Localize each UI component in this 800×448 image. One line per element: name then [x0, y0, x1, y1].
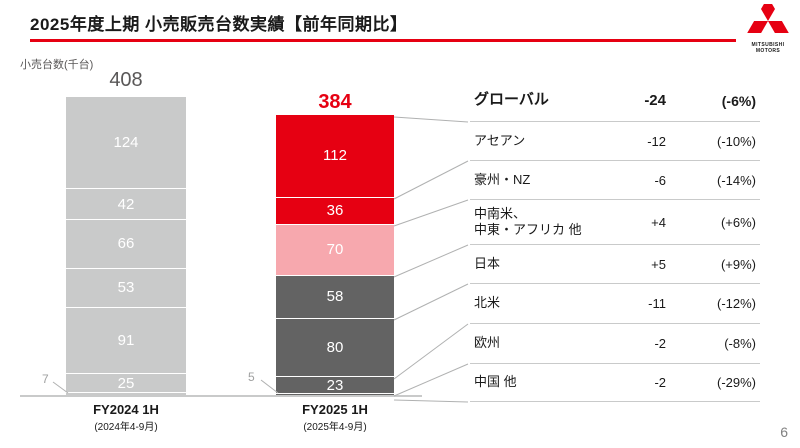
segment-label-china-fy2024: 7 [42, 372, 49, 386]
page-number: 6 [780, 424, 788, 440]
bar-segment: 23 [276, 376, 394, 394]
bar-segment: 124 [66, 97, 186, 189]
bar-segment: 70 [276, 223, 394, 275]
region-label: 中国 他 [474, 374, 517, 390]
bar-segment-value: 70 [326, 241, 344, 259]
pct-value: (-12%) [716, 296, 756, 311]
region-label: 豪州・NZ [474, 171, 531, 187]
pct-value: (+6%) [720, 214, 756, 230]
bar-segment-value: 53 [117, 279, 135, 297]
bar-segment: 112 [276, 114, 394, 198]
bar-segment: 91 [66, 306, 186, 374]
delta-value: -24 [644, 92, 666, 109]
bar-segment-value: 36 [326, 202, 344, 220]
delta-value: -12 [647, 133, 666, 149]
bar-segment [66, 391, 186, 397]
bar-segment-value: 23 [326, 376, 344, 394]
pct-value: (-6%) [721, 92, 756, 109]
bar-segment-value: 58 [326, 288, 344, 306]
delta-value: -11 [648, 296, 666, 311]
bar-segment-value: 42 [117, 195, 135, 213]
bar-segment: 58 [276, 274, 394, 318]
connector-line [393, 323, 469, 380]
category-fy2024: FY2024 1H (2024年4-9月) [46, 402, 206, 433]
delta-value: +4 [651, 214, 666, 230]
table-row-latam-mea: 中南米、 中東・アフリカ 他 +4 (+6%) [470, 200, 760, 245]
delta-value: -6 [654, 172, 666, 188]
segment-label-china-fy2025: 5 [248, 370, 255, 384]
table-row-japan: 日本 +5 (+9%) [470, 245, 760, 284]
logo-text: MITSUBISHI MOTORS [751, 42, 785, 54]
pct-value: (-14%) [716, 172, 756, 188]
bar-segment: 53 [66, 267, 186, 307]
unit-label: 小売台数(千台) [20, 59, 94, 71]
table-row-north-america: 北米 -11 (-12%) [470, 284, 760, 324]
region-label: 中南米、 中東・アフリカ 他 [474, 205, 582, 237]
bar-segment-value: 112 [323, 147, 347, 165]
connector-line [393, 116, 469, 123]
bar-segment-value: 124 [113, 134, 139, 152]
table-row-europe: 欧州 -2 (-8%) [470, 324, 760, 364]
bar-segment: 42 [66, 188, 186, 220]
bar-segment-value: 25 [117, 374, 135, 392]
category-label: FY2025 1H [302, 402, 368, 417]
region-label: 日本 [474, 255, 501, 271]
region-label: アセアン [474, 132, 526, 148]
pct-value: (+9%) [720, 256, 756, 272]
total-fy2024: 408 [109, 69, 143, 91]
delta-value: -2 [654, 336, 666, 351]
pct-value: (-29%) [716, 375, 756, 390]
region-label: グローバル [474, 91, 549, 109]
category-fy2025: FY2025 1H (2025年4-9月) [255, 402, 415, 433]
title-underline [30, 39, 736, 42]
bar-segment: 36 [276, 197, 394, 224]
delta-value: +5 [651, 256, 666, 272]
connector-line [393, 199, 469, 227]
connector-line [393, 160, 469, 200]
delta-value: -2 [654, 375, 666, 390]
bar-segment: 66 [66, 219, 186, 268]
bar-fy2025: 112 36 70 58 80 23 [276, 114, 394, 397]
connector-line [393, 244, 469, 278]
pct-value: (-10%) [716, 133, 756, 149]
bar-segment-value: 91 [117, 332, 135, 350]
table-row-global: グローバル -24 (-6%) [470, 80, 760, 122]
category-sublabel: (2024年4-9月) [94, 422, 158, 433]
category-label: FY2024 1H [93, 402, 159, 417]
connector-line [393, 283, 469, 321]
bar-segment-value: 80 [326, 339, 344, 357]
table-row-australia-nz: 豪州・NZ -6 (-14%) [470, 161, 760, 200]
bar-segment: 25 [66, 373, 186, 392]
bar-segment-value: 66 [117, 235, 135, 253]
total-fy2025: 384 [318, 91, 352, 113]
region-label: 北米 [474, 295, 501, 311]
mitsubishi-diamonds-icon [747, 0, 789, 34]
page-title: 2025年度上期 小売販売台数実績【前年同期比】 [30, 15, 408, 34]
bar-segment: 80 [276, 317, 394, 377]
pct-value: (-8%) [724, 336, 756, 351]
mitsubishi-logo: MITSUBISHI MOTORS [740, 0, 796, 54]
region-table: グローバル -24 (-6%) アセアン -12 (-10%) 豪州・NZ -6… [470, 80, 760, 402]
table-row-china: 中国 他 -2 (-29%) [470, 364, 760, 402]
connector-line [393, 363, 469, 397]
category-sublabel: (2025年4-9月) [303, 422, 367, 433]
bar-fy2024: 124 42 66 53 91 25 [66, 97, 186, 397]
x-axis-line [20, 395, 422, 397]
region-label: 欧州 [474, 335, 501, 351]
table-row-asean: アセアン -12 (-10%) [470, 122, 760, 161]
